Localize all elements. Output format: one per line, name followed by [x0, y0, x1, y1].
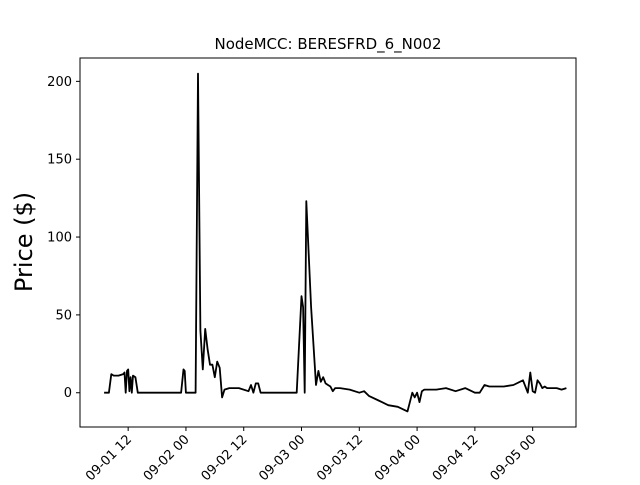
y-tick-label: 200 — [47, 75, 72, 90]
y-tick-label: 0 — [64, 386, 72, 401]
y-tick-label: 100 — [47, 231, 72, 246]
price-series-line — [104, 72, 567, 413]
chart-title: NodeMCC: BERESFRD_6_N002 — [214, 35, 441, 54]
y-axis-label: Price ($) — [10, 192, 38, 292]
y-tick-label: 150 — [47, 153, 72, 168]
plot-frame — [79, 57, 577, 428]
y-tick-label: 50 — [55, 308, 72, 323]
